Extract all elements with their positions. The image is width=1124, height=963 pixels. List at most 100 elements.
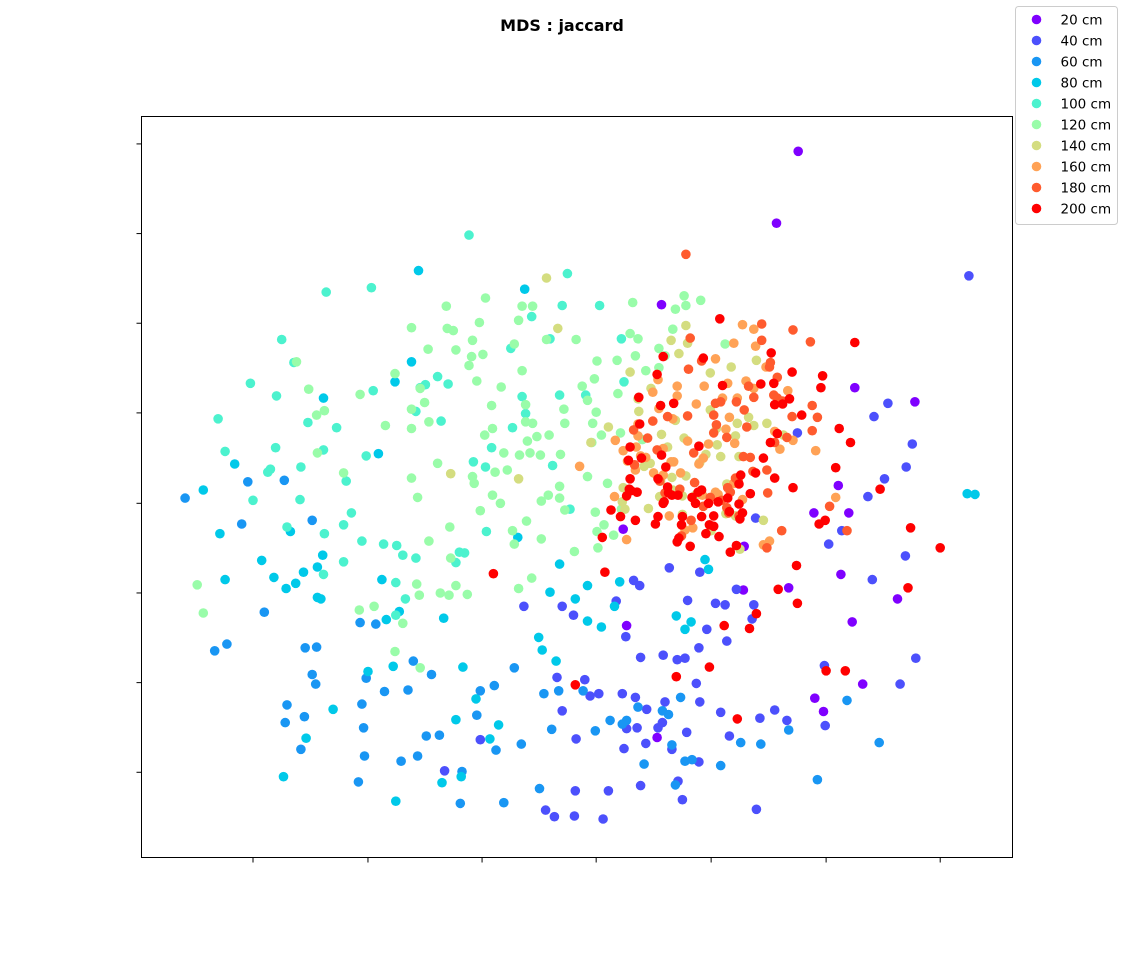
series-80-cm: [198, 265, 980, 806]
scatter-point: [788, 325, 798, 335]
scatter-point: [589, 374, 600, 384]
scatter-point: [613, 388, 623, 399]
scatter-point: [715, 314, 725, 324]
legend-label: 60 cm: [1061, 55, 1103, 71]
scatter-point: [793, 146, 803, 157]
scatter-point: [480, 462, 491, 472]
scatter-point: [198, 485, 209, 495]
scatter-point: [628, 425, 639, 435]
scatter-point: [765, 437, 776, 448]
scatter-point: [737, 508, 748, 518]
scatter-point: [722, 432, 732, 443]
scatter-point: [731, 397, 742, 407]
legend-marker: [1031, 161, 1042, 172]
scatter-point: [509, 539, 520, 549]
legend-marker: [1031, 98, 1042, 109]
scatter-point: [818, 706, 829, 717]
scatter-point: [695, 567, 705, 577]
scatter-point: [745, 488, 756, 499]
scatter-point: [621, 534, 632, 545]
scatter-point: [821, 666, 831, 676]
scatter-point: [220, 574, 230, 585]
scatter-point: [596, 430, 607, 440]
scatter-point: [639, 759, 649, 769]
scatter-point: [724, 412, 735, 423]
scatter-point: [599, 520, 609, 530]
scatter-point: [630, 692, 641, 703]
scatter-point: [776, 525, 787, 536]
scatter-point: [667, 472, 677, 483]
scatter-point: [555, 449, 566, 460]
scatter-point: [895, 679, 905, 689]
scatter-point: [677, 794, 688, 805]
scatter-point: [675, 692, 686, 703]
scatter-point: [437, 777, 447, 788]
scatter-point: [792, 598, 803, 609]
scatter-point: [366, 282, 377, 293]
scatter-point: [758, 453, 769, 463]
scatter-point: [426, 669, 437, 680]
scatter-point: [850, 382, 860, 393]
scatter-point: [812, 412, 823, 423]
scatter-point: [641, 738, 651, 749]
scatter-point: [602, 478, 613, 489]
scatter-point: [582, 395, 593, 406]
scatter-point: [751, 804, 762, 815]
scatter-point: [280, 717, 291, 728]
scatter-point: [783, 385, 793, 396]
scatter-point: [634, 580, 645, 591]
scatter-point: [517, 365, 527, 376]
scatter-point: [434, 730, 445, 740]
scatter-point: [412, 492, 423, 503]
scatter-point: [625, 474, 635, 484]
legend-marker: [1031, 35, 1042, 46]
scatter-point: [307, 669, 318, 680]
scatter-point: [466, 351, 477, 362]
scatter-point: [435, 588, 446, 598]
scatter-point: [359, 751, 370, 761]
scatter-point: [541, 334, 552, 345]
scatter-point: [907, 439, 918, 449]
scatter-point: [424, 417, 434, 427]
scatter-point: [236, 519, 247, 529]
scatter-point: [445, 522, 455, 532]
scatter-point: [496, 382, 507, 392]
scatter-point: [557, 706, 567, 716]
legend-marker: [1031, 203, 1042, 214]
scatter-point: [812, 774, 823, 785]
scatter-point: [658, 650, 668, 660]
scatter-point: [892, 594, 903, 604]
scatter-point: [648, 416, 658, 426]
scatter-point: [462, 589, 473, 600]
scatter-point: [479, 430, 490, 440]
scatter-point: [820, 515, 830, 526]
scatter-point: [662, 411, 673, 422]
scatter-point: [720, 339, 730, 349]
scatter-point: [559, 404, 569, 415]
scatter-point: [850, 337, 860, 348]
scatter-point: [775, 444, 785, 455]
scatter-point: [192, 580, 202, 590]
scatter-point: [696, 485, 707, 495]
scatter-point: [406, 357, 417, 367]
scatter-point: [400, 594, 411, 604]
scatter-point: [682, 411, 693, 421]
scatter-point: [291, 357, 302, 367]
scatter-point: [756, 319, 767, 329]
scatter-point: [569, 546, 580, 557]
scatter-point: [318, 569, 329, 580]
scatter-point: [703, 564, 714, 575]
scatter-point: [632, 723, 642, 733]
scatter-point: [355, 617, 365, 628]
scatter-point: [720, 600, 730, 610]
scatter-point: [378, 539, 389, 549]
scatter-point: [680, 653, 690, 663]
scatter-point: [390, 377, 400, 387]
scatter-point: [719, 620, 729, 631]
scatter-point: [694, 441, 704, 452]
scatter-point: [391, 540, 402, 551]
scatter-point: [317, 550, 328, 560]
scatter-point: [580, 674, 590, 685]
scatter-point: [658, 351, 668, 362]
